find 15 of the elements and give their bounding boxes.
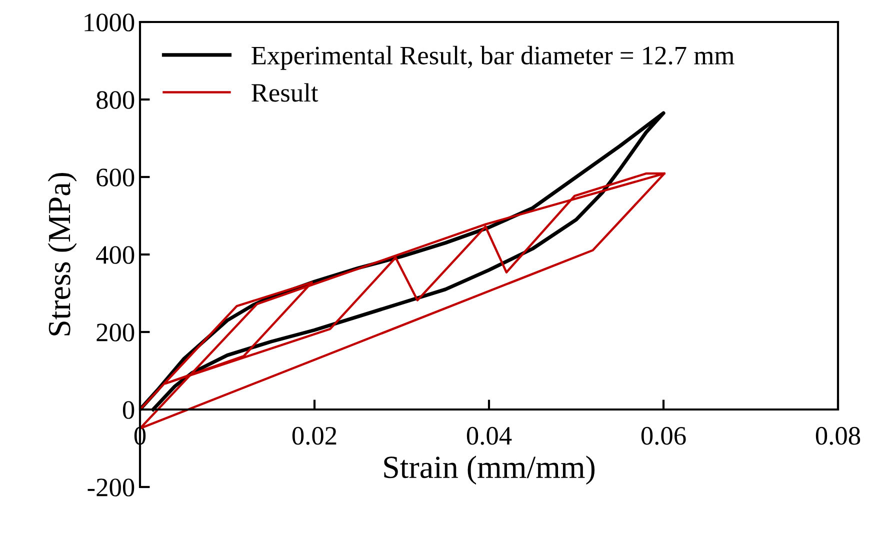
y-tick-label: 800 <box>96 91 134 109</box>
x-axis-title: Strain (mm/mm) <box>384 456 595 485</box>
y-tick-label: 0 <box>122 401 134 419</box>
legend-label: Experimental Result, bar diameter = 12.7 mm <box>252 46 734 70</box>
y-axis-title: Stress (MPa) <box>48 172 77 336</box>
legend-label: Result <box>252 83 318 102</box>
x-tick-label: 0.04 <box>466 426 512 445</box>
y-tick-label: 400 <box>96 246 134 264</box>
x-tick-label: 0.02 <box>292 426 336 445</box>
x-tick-label: 0.08 <box>816 426 860 445</box>
x-tick-label: 0.06 <box>641 426 686 445</box>
y-tick-label: 1000 <box>84 14 134 32</box>
y-tick-label: 600 <box>96 168 134 186</box>
y-tick-label: -200 <box>88 478 134 496</box>
y-tick-label: 200 <box>96 324 134 342</box>
